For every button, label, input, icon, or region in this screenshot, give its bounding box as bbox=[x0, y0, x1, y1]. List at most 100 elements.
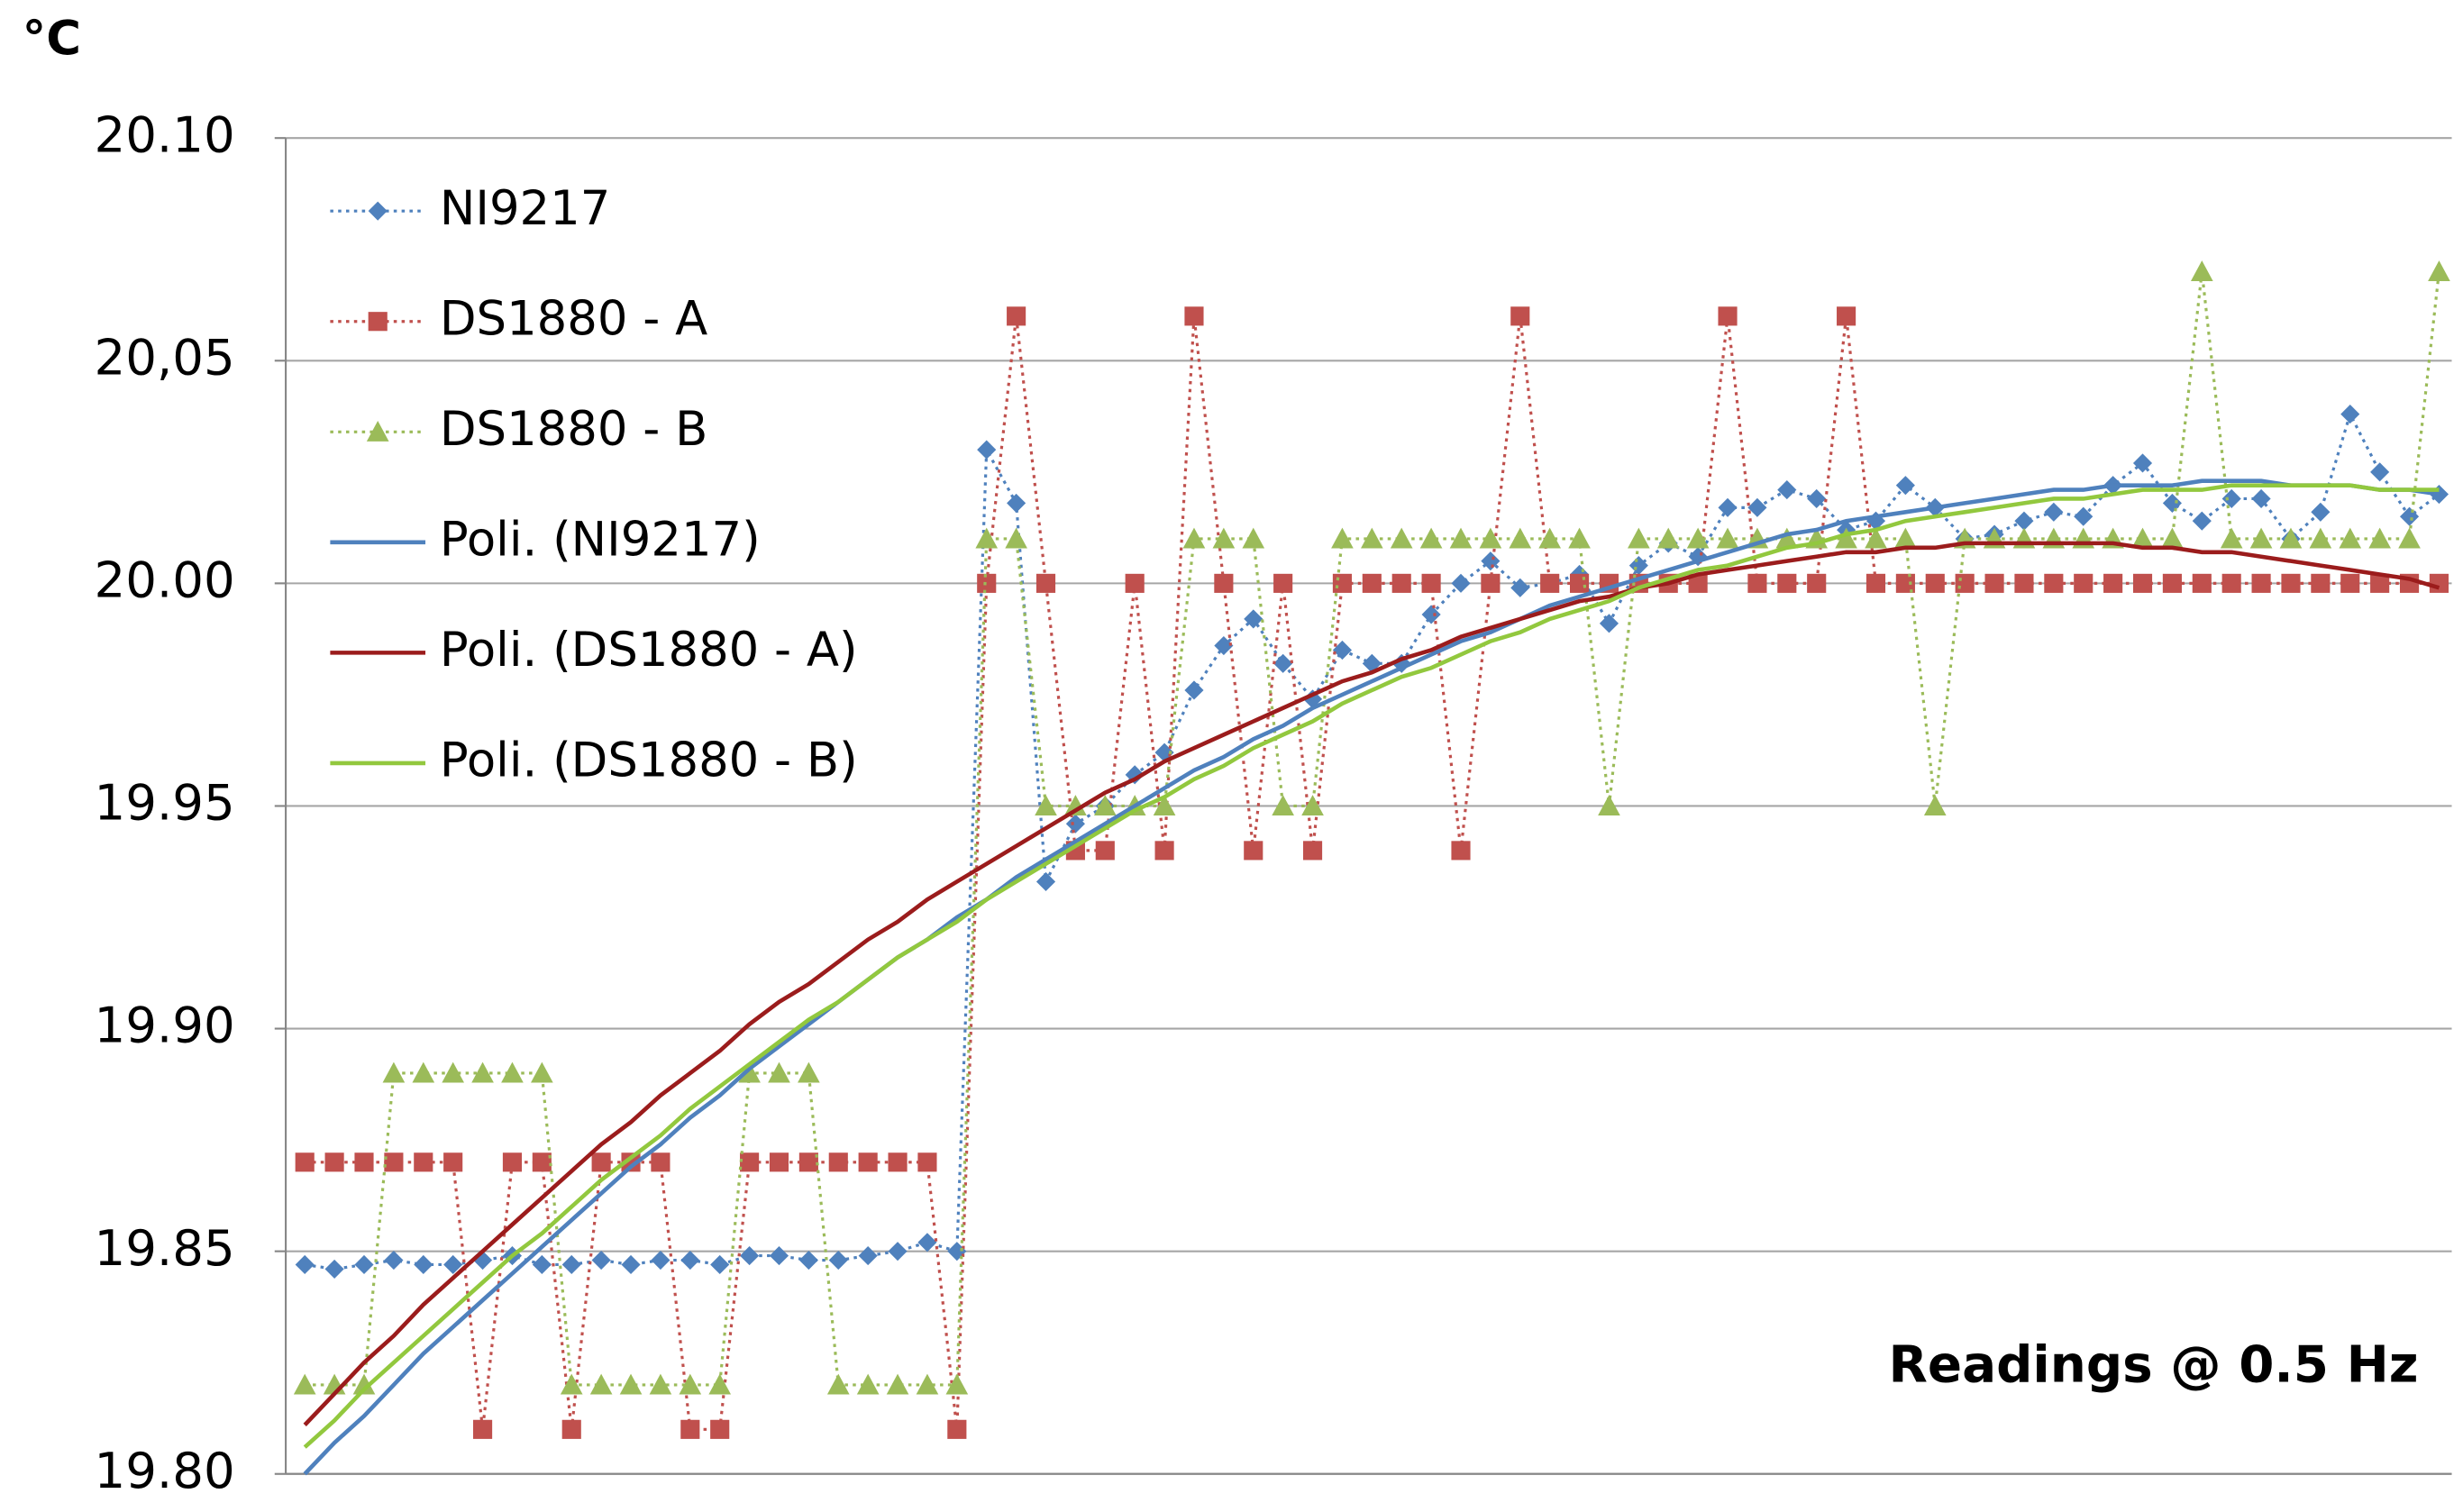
marker bbox=[1125, 573, 1145, 593]
marker bbox=[1865, 573, 1886, 593]
marker bbox=[352, 1373, 376, 1395]
marker bbox=[1007, 493, 1026, 513]
legend-marker bbox=[368, 201, 388, 221]
marker bbox=[2044, 573, 2064, 593]
marker bbox=[679, 1373, 702, 1395]
marker bbox=[589, 1373, 613, 1395]
marker bbox=[1955, 573, 1975, 593]
marker bbox=[858, 1152, 878, 1172]
marker bbox=[826, 1373, 850, 1395]
marker bbox=[708, 1373, 732, 1395]
series bbox=[295, 306, 2449, 1439]
marker bbox=[1925, 573, 1945, 593]
marker bbox=[2429, 573, 2449, 593]
marker bbox=[412, 1061, 435, 1083]
marker bbox=[856, 1373, 880, 1395]
marker bbox=[2339, 527, 2362, 549]
marker bbox=[1481, 551, 1501, 571]
marker bbox=[1747, 573, 1767, 593]
marker bbox=[471, 1061, 494, 1083]
marker bbox=[561, 1254, 581, 1275]
marker bbox=[1035, 871, 1056, 892]
marker bbox=[1895, 573, 1915, 593]
marker bbox=[1688, 573, 1708, 593]
marker bbox=[560, 1373, 583, 1395]
marker bbox=[384, 1250, 404, 1271]
marker bbox=[2131, 527, 2154, 549]
marker bbox=[977, 573, 997, 593]
marker bbox=[1775, 527, 1799, 549]
marker bbox=[1628, 527, 1650, 549]
marker bbox=[1182, 527, 1206, 549]
marker bbox=[591, 1250, 611, 1271]
marker bbox=[828, 1250, 848, 1271]
marker bbox=[651, 1152, 670, 1172]
marker bbox=[532, 1254, 552, 1275]
marker bbox=[2074, 573, 2094, 593]
marker bbox=[740, 1152, 760, 1172]
marker bbox=[975, 527, 999, 549]
marker bbox=[1807, 573, 1827, 593]
marker bbox=[1419, 527, 1443, 549]
marker bbox=[888, 1242, 908, 1262]
marker bbox=[2074, 506, 2094, 526]
marker bbox=[1686, 527, 1710, 549]
y-tick-label: 20.10 bbox=[94, 105, 234, 163]
marker bbox=[1540, 573, 1560, 593]
marker bbox=[680, 1250, 700, 1271]
marker bbox=[532, 1152, 552, 1172]
marker bbox=[1570, 573, 1590, 593]
marker bbox=[1154, 841, 1174, 861]
marker bbox=[1390, 527, 1413, 549]
marker bbox=[1332, 573, 1352, 593]
marker bbox=[769, 1246, 789, 1266]
marker bbox=[2161, 527, 2184, 549]
marker bbox=[1837, 306, 1856, 326]
marker bbox=[710, 1419, 730, 1439]
marker bbox=[798, 1061, 820, 1083]
marker bbox=[2162, 573, 2182, 593]
marker bbox=[354, 1254, 374, 1275]
legend-marker bbox=[366, 420, 389, 442]
marker bbox=[295, 1254, 315, 1275]
y-tick-label: 20,05 bbox=[94, 328, 234, 386]
marker bbox=[947, 1242, 967, 1262]
marker bbox=[710, 1254, 730, 1275]
marker bbox=[1005, 527, 1027, 549]
marker bbox=[1214, 635, 1234, 656]
marker bbox=[2399, 506, 2420, 526]
marker bbox=[2370, 573, 2390, 593]
marker bbox=[2014, 511, 2034, 531]
marker bbox=[1865, 527, 1887, 549]
y-tick-label: 20.00 bbox=[94, 551, 234, 609]
marker bbox=[1093, 795, 1117, 816]
marker bbox=[1273, 573, 1293, 593]
trend-line bbox=[303, 478, 2440, 1476]
marker bbox=[2428, 260, 2450, 282]
marker bbox=[443, 1152, 463, 1172]
marker bbox=[2162, 493, 2182, 513]
marker bbox=[295, 1152, 315, 1172]
marker bbox=[1273, 653, 1293, 673]
marker bbox=[1747, 497, 1767, 517]
marker bbox=[1035, 795, 1057, 816]
marker bbox=[1153, 795, 1176, 816]
marker bbox=[1656, 527, 1680, 549]
trend-line bbox=[303, 541, 2440, 1426]
marker bbox=[947, 1419, 967, 1439]
trend-line bbox=[303, 483, 2440, 1449]
marker bbox=[501, 1061, 524, 1083]
marker bbox=[1718, 497, 1738, 517]
marker bbox=[1007, 306, 1026, 326]
marker bbox=[1451, 841, 1471, 861]
marker bbox=[2309, 527, 2332, 549]
marker bbox=[1242, 527, 1265, 549]
marker bbox=[1064, 795, 1087, 816]
marker bbox=[2044, 502, 2064, 522]
marker bbox=[1628, 556, 1648, 576]
marker bbox=[2279, 527, 2303, 549]
marker bbox=[2132, 573, 2153, 593]
marker bbox=[886, 1373, 909, 1395]
marker bbox=[2398, 527, 2421, 549]
